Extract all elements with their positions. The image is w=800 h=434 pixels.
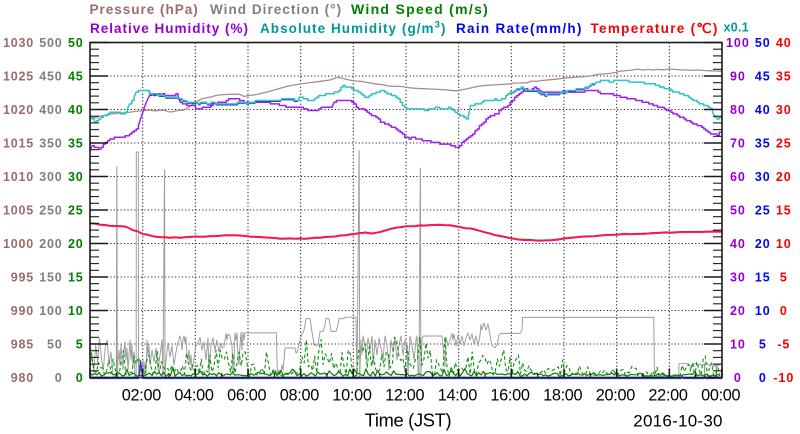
- svg-text:1025: 1025: [3, 70, 34, 84]
- svg-text:06:00: 06:00: [227, 387, 266, 405]
- svg-text:450: 450: [39, 70, 62, 84]
- svg-text:14:00: 14:00: [438, 387, 477, 405]
- svg-text:Wind Direction (°): Wind Direction (°): [210, 2, 342, 17]
- svg-text:22:00: 22:00: [648, 387, 687, 405]
- svg-text:40: 40: [776, 36, 792, 50]
- svg-text:100: 100: [726, 36, 750, 50]
- svg-text:25: 25: [755, 204, 771, 218]
- svg-text:35: 35: [68, 137, 84, 151]
- svg-text:00:00: 00:00: [701, 387, 740, 405]
- svg-text:1020: 1020: [3, 103, 34, 117]
- svg-text:5: 5: [759, 338, 767, 352]
- svg-text:-5: -5: [777, 338, 790, 352]
- svg-text:60: 60: [730, 170, 746, 184]
- svg-text:90: 90: [730, 70, 746, 84]
- svg-text:x0.1: x0.1: [724, 21, 750, 35]
- svg-text:Wind Speed (m/s): Wind Speed (m/s): [351, 1, 489, 17]
- svg-text:10: 10: [776, 237, 792, 251]
- svg-text:40: 40: [755, 103, 771, 117]
- svg-text:02:00: 02:00: [122, 387, 161, 405]
- svg-text:1015: 1015: [3, 137, 34, 151]
- svg-text:Absolute Humidity (g/m3): Absolute Humidity (g/m3): [260, 19, 447, 36]
- svg-text:Temperature (℃): Temperature (℃): [591, 21, 719, 36]
- svg-text:30: 30: [68, 170, 84, 184]
- svg-text:30: 30: [755, 170, 771, 184]
- svg-text:45: 45: [755, 70, 771, 84]
- svg-text:350: 350: [39, 137, 62, 151]
- svg-text:300: 300: [39, 170, 62, 184]
- svg-text:50: 50: [755, 36, 771, 50]
- svg-text:10:00: 10:00: [332, 387, 371, 405]
- svg-text:200: 200: [39, 237, 62, 251]
- svg-text:100: 100: [39, 304, 62, 318]
- svg-text:15: 15: [776, 204, 792, 218]
- svg-text:15: 15: [68, 271, 84, 285]
- svg-text:12:00: 12:00: [385, 387, 424, 405]
- svg-text:20: 20: [68, 237, 84, 251]
- svg-text:5: 5: [76, 338, 84, 352]
- svg-text:1010: 1010: [3, 170, 34, 184]
- svg-text:25: 25: [68, 204, 84, 218]
- svg-text:-10: -10: [773, 371, 794, 385]
- svg-text:35: 35: [776, 70, 792, 84]
- svg-text:2016-10-30: 2016-10-30: [633, 411, 722, 430]
- svg-text:50: 50: [730, 204, 746, 218]
- svg-text:Pressure (hPa): Pressure (hPa): [90, 2, 199, 17]
- svg-text:Rain Rate(mm/h): Rain Rate(mm/h): [456, 21, 583, 36]
- svg-text:1000: 1000: [3, 237, 34, 251]
- svg-text:1030: 1030: [3, 36, 34, 50]
- svg-text:30: 30: [730, 271, 746, 285]
- svg-text:0: 0: [734, 371, 742, 385]
- svg-text:10: 10: [730, 338, 746, 352]
- svg-text:80: 80: [730, 103, 746, 117]
- svg-text:985: 985: [11, 338, 34, 352]
- svg-text:25: 25: [776, 137, 792, 151]
- svg-text:980: 980: [11, 371, 34, 385]
- svg-text:995: 995: [11, 271, 34, 285]
- svg-text:20: 20: [776, 170, 792, 184]
- svg-text:70: 70: [730, 137, 746, 151]
- svg-text:35: 35: [755, 137, 771, 151]
- svg-text:45: 45: [68, 70, 84, 84]
- svg-text:0: 0: [76, 371, 84, 385]
- svg-text:1005: 1005: [3, 204, 34, 218]
- svg-text:10: 10: [68, 304, 84, 318]
- svg-text:20:00: 20:00: [596, 387, 635, 405]
- svg-text:10: 10: [755, 304, 771, 318]
- svg-text:16:00: 16:00: [490, 387, 529, 405]
- svg-text:Relative Humidity (%): Relative Humidity (%): [90, 21, 249, 36]
- svg-text:990: 990: [11, 304, 34, 318]
- svg-text:Time (JST): Time (JST): [365, 410, 452, 431]
- svg-text:0: 0: [55, 371, 63, 385]
- svg-text:30: 30: [776, 103, 792, 117]
- svg-text:150: 150: [39, 271, 62, 285]
- svg-text:40: 40: [730, 237, 746, 251]
- svg-text:0: 0: [759, 371, 767, 385]
- svg-text:400: 400: [39, 103, 62, 117]
- svg-text:250: 250: [39, 204, 62, 218]
- svg-text:08:00: 08:00: [280, 387, 319, 405]
- svg-text:5: 5: [780, 271, 788, 285]
- svg-text:500: 500: [39, 36, 62, 50]
- svg-text:50: 50: [68, 36, 84, 50]
- svg-text:40: 40: [68, 103, 84, 117]
- svg-text:20: 20: [730, 304, 746, 318]
- svg-text:50: 50: [47, 338, 63, 352]
- svg-text:18:00: 18:00: [543, 387, 582, 405]
- svg-text:0: 0: [780, 304, 788, 318]
- svg-text:04:00: 04:00: [174, 387, 213, 405]
- svg-text:20: 20: [755, 237, 771, 251]
- svg-text:15: 15: [755, 271, 771, 285]
